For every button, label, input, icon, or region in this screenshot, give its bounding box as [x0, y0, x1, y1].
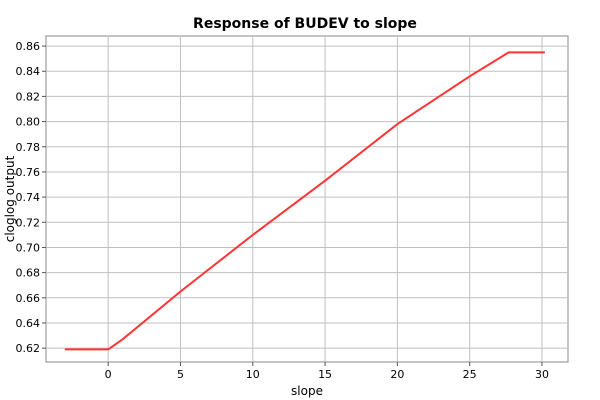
x-axis-ticks: 0 5 10 15 20 25 30 [105, 362, 549, 381]
y-axis-title: cloglog output [3, 155, 17, 242]
y-tick-label: 0.62 [16, 342, 41, 355]
x-tick-label: 5 [177, 368, 184, 381]
y-tick-label: 0.78 [16, 141, 41, 154]
grid [46, 36, 568, 362]
y-tick-label: 0.80 [16, 116, 41, 129]
series-group [64, 51, 545, 351]
y-tick-label: 0.84 [16, 65, 41, 78]
y-tick-label: 0.86 [16, 40, 41, 53]
y-tick-label: 0.68 [16, 267, 41, 280]
x-axis-title: slope [291, 384, 323, 398]
x-tick-label: 20 [390, 368, 404, 381]
y-tick-label: 0.72 [16, 216, 41, 229]
y-tick-label: 0.74 [16, 191, 41, 204]
x-tick-label: 10 [246, 368, 260, 381]
x-tick-label: 0 [105, 368, 112, 381]
y-axis-ticks: 0.62 0.64 0.66 0.68 0.70 0.72 0.74 0.76 0.78 0.80… [16, 40, 46, 355]
x-tick-label: 30 [535, 368, 549, 381]
x-tick-label: 25 [463, 368, 477, 381]
y-tick-label: 0.64 [16, 317, 41, 330]
y-tick-label: 0.82 [16, 90, 41, 103]
y-tick-label: 0.70 [16, 241, 41, 254]
plot-area [45, 35, 569, 363]
y-tick-label: 0.66 [16, 292, 41, 305]
y-tick-label: 0.76 [16, 166, 41, 179]
chart-title: Response of BUDEV to slope [193, 16, 417, 32]
series-line [64, 51, 545, 351]
x-tick-label: 15 [318, 368, 332, 381]
